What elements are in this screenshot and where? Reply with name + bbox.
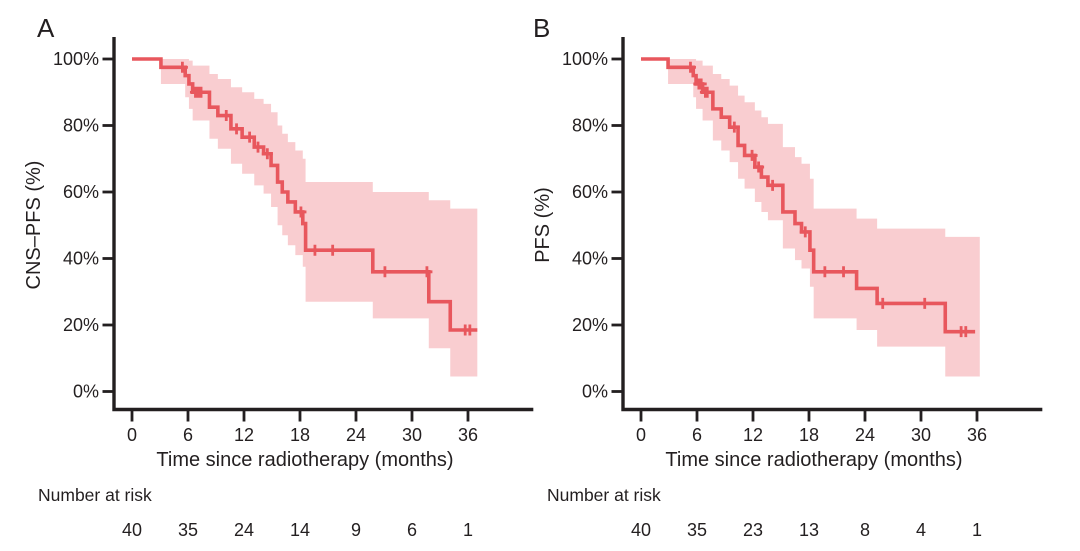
risk-table-label: Number at risk	[547, 485, 661, 505]
x-axis-title: Time since radiotherapy (months)	[665, 449, 962, 471]
y-tick-label: 40%	[63, 249, 99, 269]
confidence-band	[160, 59, 478, 377]
y-tick-label: 80%	[63, 116, 99, 136]
x-axis-title: Time since radiotherapy (months)	[156, 449, 453, 471]
x-tick-label: 0	[127, 425, 137, 445]
y-tick-label: 0%	[73, 382, 99, 402]
censor-marks	[684, 61, 972, 338]
x-tick-label: 18	[799, 425, 819, 445]
x-tick-label: 12	[234, 425, 254, 445]
panel-label: A	[37, 13, 55, 43]
x-tick-label: 36	[458, 425, 478, 445]
risk-count: 13	[799, 520, 819, 540]
risk-count: 24	[234, 520, 254, 540]
x-tick-label: 24	[346, 425, 366, 445]
risk-count: 9	[351, 520, 361, 540]
y-tick-label: 60%	[572, 182, 608, 202]
risk-count: 40	[122, 520, 142, 540]
risk-count: 1	[463, 520, 473, 540]
x-tick-label: 6	[183, 425, 193, 445]
panel-b: 0 40 6 35 12 23 18 13 24 8 30 4 36 1 0% 20% 40% 60% 80% 100…	[532, 13, 1043, 540]
y-tick-label: 40%	[572, 249, 608, 269]
y-tick-label: 60%	[63, 182, 99, 202]
y-tick-label: 100%	[53, 49, 99, 69]
risk-count: 8	[860, 520, 870, 540]
y-tick-label: 80%	[572, 116, 608, 136]
x-tick-label: 36	[967, 425, 987, 445]
risk-count: 40	[631, 520, 651, 540]
y-tick-label: 20%	[63, 315, 99, 335]
panel-a: 0 40 6 35 12 24 18 14 24 9 30 6 36 1 0% 20% 40% 60% 80% 100…	[23, 13, 534, 540]
risk-count: 35	[178, 520, 198, 540]
risk-count: 1	[972, 520, 982, 540]
axis-lines	[621, 37, 1043, 412]
risk-count: 14	[290, 520, 310, 540]
x-tick-label: 30	[402, 425, 422, 445]
y-tick-label: 0%	[582, 382, 608, 402]
risk-count: 23	[743, 520, 763, 540]
censor-marks	[176, 61, 476, 336]
y-tick-label: 100%	[562, 49, 608, 69]
y-axis-title: PFS (%)	[532, 187, 554, 263]
y-tick-label: 20%	[572, 315, 608, 335]
x-tick-label: 18	[290, 425, 310, 445]
x-tick-label: 30	[911, 425, 931, 445]
axis-lines	[112, 37, 534, 412]
y-axis-title: CNS–PFS (%)	[23, 161, 45, 290]
x-tick-label: 6	[692, 425, 702, 445]
risk-count: 35	[687, 520, 707, 540]
x-tick-label: 24	[855, 425, 875, 445]
x-tick-label: 12	[743, 425, 763, 445]
panel-label: B	[533, 13, 550, 43]
risk-table-label: Number at risk	[38, 485, 152, 505]
risk-count: 4	[916, 520, 926, 540]
risk-count: 6	[407, 520, 417, 540]
x-tick-label: 0	[636, 425, 646, 445]
confidence-band	[668, 59, 980, 377]
